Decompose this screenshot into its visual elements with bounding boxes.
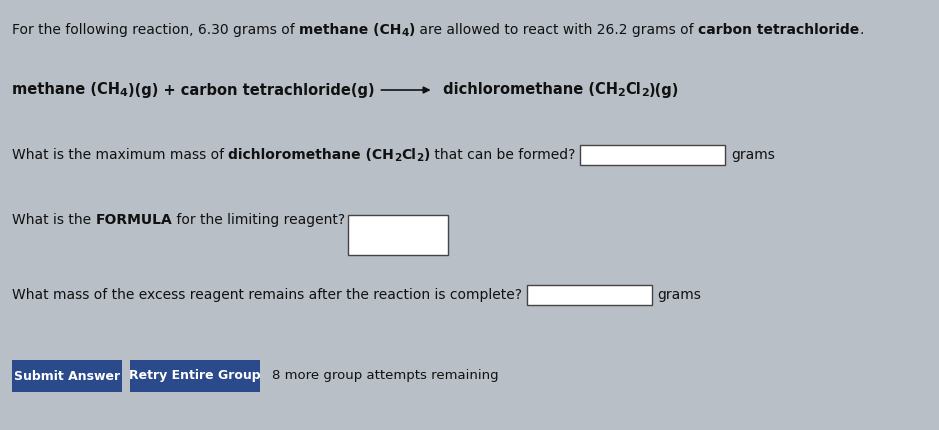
Text: 4: 4: [402, 28, 408, 38]
Text: .: .: [859, 23, 864, 37]
Text: that can be formed?: that can be formed?: [430, 148, 576, 162]
FancyBboxPatch shape: [348, 215, 449, 255]
Text: For the following reaction, 6.30 grams of: For the following reaction, 6.30 grams o…: [12, 23, 300, 37]
Text: are allowed to react with 26.2 grams of: are allowed to react with 26.2 grams of: [415, 23, 699, 37]
Text: 4: 4: [120, 88, 128, 98]
FancyBboxPatch shape: [580, 145, 725, 165]
Text: FORMULA: FORMULA: [96, 213, 172, 227]
Text: grams: grams: [657, 288, 700, 302]
Text: grams: grams: [731, 148, 776, 162]
Text: dichloromethane (CH: dichloromethane (CH: [438, 83, 618, 98]
Text: What mass of the excess reagent remains after the reaction is complete?: What mass of the excess reagent remains …: [12, 288, 522, 302]
Text: Cl: Cl: [402, 148, 416, 162]
Text: 2: 2: [394, 153, 402, 163]
Text: 2: 2: [416, 153, 423, 163]
Text: ): ): [423, 148, 430, 162]
FancyBboxPatch shape: [130, 360, 260, 392]
Text: Retry Entire Group: Retry Entire Group: [130, 369, 261, 383]
FancyBboxPatch shape: [12, 360, 122, 392]
Text: methane (CH: methane (CH: [300, 23, 402, 37]
Text: Cl: Cl: [625, 83, 641, 98]
Text: 2: 2: [618, 88, 625, 98]
Text: What is the: What is the: [12, 213, 96, 227]
Text: )(g) + carbon tetrachloride(g): )(g) + carbon tetrachloride(g): [128, 83, 375, 98]
Text: dichloromethane (CH: dichloromethane (CH: [228, 148, 394, 162]
Text: Submit Answer: Submit Answer: [14, 369, 120, 383]
Text: carbon tetrachloride: carbon tetrachloride: [699, 23, 859, 37]
Text: 8 more group attempts remaining: 8 more group attempts remaining: [272, 369, 499, 383]
FancyBboxPatch shape: [527, 285, 652, 305]
Text: for the limiting reagent?: for the limiting reagent?: [172, 213, 346, 227]
Text: 2: 2: [641, 88, 649, 98]
Text: methane (CH: methane (CH: [12, 83, 120, 98]
Text: What is the maximum mass of: What is the maximum mass of: [12, 148, 228, 162]
Text: )(g): )(g): [649, 83, 679, 98]
Text: ): ): [408, 23, 415, 37]
